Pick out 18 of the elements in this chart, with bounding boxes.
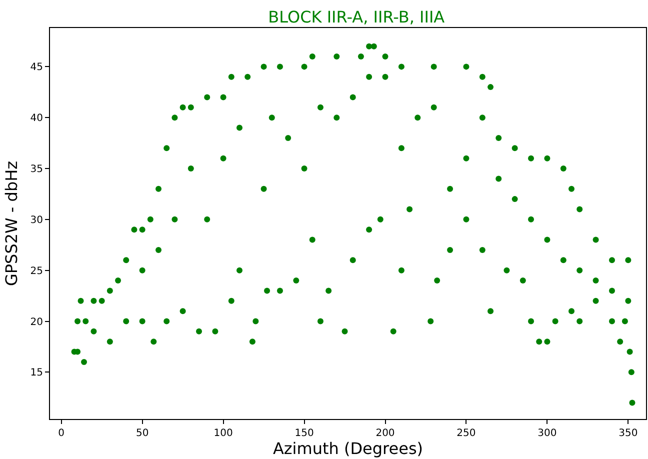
y-axis-title: GPSS2W - dbHz [2, 160, 22, 286]
x-tick-label: 200 [376, 428, 395, 439]
chart-title: BLOCK IIR-A, IIR-B, IIIA [268, 8, 445, 27]
x-tick-label: 350 [618, 428, 638, 439]
y-tick-label: 25 [30, 266, 43, 277]
y-tick-label: 20 [30, 316, 43, 328]
x-tick-label: 0 [58, 428, 65, 439]
x-tick-label: 100 [214, 428, 233, 439]
x-tick-label: 150 [294, 428, 314, 439]
y-tick-label: 15 [30, 368, 43, 379]
x-tick-label: 250 [456, 428, 476, 439]
x-tick-label: 300 [538, 428, 557, 439]
y-tick-label: 40 [30, 113, 43, 124]
x-axis-title: Azimuth (Degrees) [272, 439, 424, 458]
y-tick-label: 45 [30, 62, 43, 74]
y-tick-label: 35 [30, 164, 43, 176]
x-tick-label: 50 [136, 428, 149, 439]
y-tick-label: 30 [30, 214, 43, 226]
